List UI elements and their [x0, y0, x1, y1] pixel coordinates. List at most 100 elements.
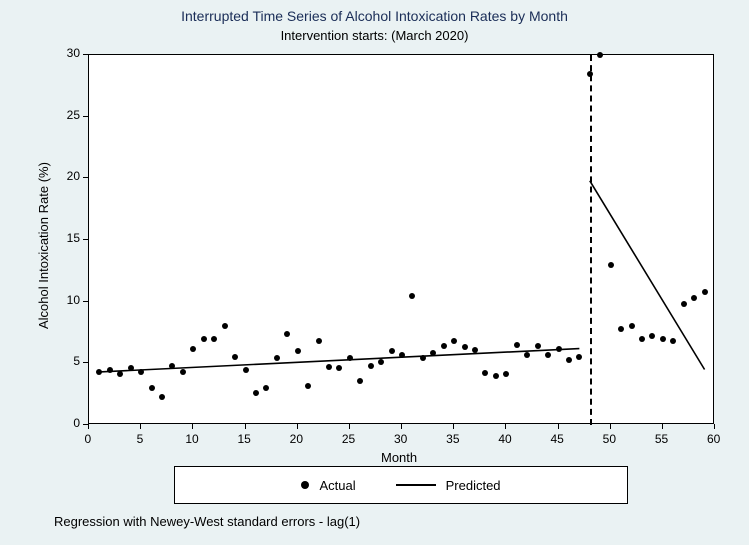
y-tick-label: 25	[67, 108, 80, 122]
data-point	[462, 344, 468, 350]
x-tick-mark	[245, 424, 246, 429]
x-tick-label: 0	[85, 432, 92, 446]
figure-container: Interrupted Time Series of Alcohol Intox…	[0, 0, 749, 545]
data-point	[211, 336, 217, 342]
x-tick-label: 45	[551, 432, 564, 446]
x-tick-label: 30	[394, 432, 407, 446]
data-point	[201, 336, 207, 342]
y-tick-mark	[83, 177, 88, 178]
x-tick-mark	[505, 424, 506, 429]
data-point	[336, 365, 342, 371]
x-tick-label: 35	[446, 432, 459, 446]
legend-label-actual: Actual	[319, 478, 355, 493]
data-point	[482, 370, 488, 376]
data-point	[608, 262, 614, 268]
y-tick-mark	[83, 362, 88, 363]
data-point	[117, 371, 123, 377]
data-point	[180, 369, 186, 375]
data-point	[107, 367, 113, 373]
y-tick-label: 0	[73, 416, 80, 430]
legend-label-predicted: Predicted	[446, 478, 501, 493]
x-tick-mark	[88, 424, 89, 429]
legend-item-predicted: Predicted	[396, 478, 501, 493]
y-tick-label: 5	[73, 354, 80, 368]
data-point	[524, 352, 530, 358]
plot-area	[88, 54, 714, 424]
x-tick-mark	[401, 424, 402, 429]
y-tick-label: 20	[67, 169, 80, 183]
data-point	[222, 323, 228, 329]
x-tick-mark	[662, 424, 663, 429]
x-tick-label: 10	[185, 432, 198, 446]
data-point	[493, 373, 499, 379]
legend-item-actual: Actual	[301, 478, 355, 493]
data-point	[274, 355, 280, 361]
x-tick-mark	[610, 424, 611, 429]
chart-subtitle: Intervention starts: (March 2020)	[0, 28, 749, 43]
data-point	[472, 347, 478, 353]
data-point	[587, 71, 593, 77]
x-tick-label: 55	[655, 432, 668, 446]
data-point	[295, 348, 301, 354]
data-point	[169, 363, 175, 369]
chart-footnote: Regression with Newey-West standard erro…	[54, 514, 360, 529]
x-axis-label: Month	[381, 450, 417, 465]
data-point	[128, 365, 134, 371]
legend: Actual Predicted	[174, 466, 628, 504]
data-point	[316, 338, 322, 344]
data-point	[649, 333, 655, 339]
y-axis-label: Alcohol Intoxication Rate (%)	[36, 162, 51, 329]
x-tick-label: 5	[137, 432, 144, 446]
data-point	[389, 348, 395, 354]
y-tick-mark	[83, 54, 88, 55]
data-point	[430, 350, 436, 356]
x-tick-label: 20	[290, 432, 303, 446]
x-tick-label: 50	[603, 432, 616, 446]
data-point	[556, 346, 562, 352]
data-point	[566, 357, 572, 363]
data-point	[243, 367, 249, 373]
y-tick-mark	[83, 239, 88, 240]
x-tick-mark	[453, 424, 454, 429]
data-point	[597, 52, 603, 58]
title-block: Interrupted Time Series of Alcohol Intox…	[0, 8, 749, 43]
data-point	[253, 390, 259, 396]
y-tick-label: 10	[67, 293, 80, 307]
data-point	[232, 354, 238, 360]
data-point	[691, 295, 697, 301]
x-tick-mark	[558, 424, 559, 429]
data-point	[159, 394, 165, 400]
data-point	[576, 354, 582, 360]
data-point	[409, 293, 415, 299]
data-point	[660, 336, 666, 342]
x-tick-label: 25	[342, 432, 355, 446]
data-point	[399, 352, 405, 358]
data-point	[326, 364, 332, 370]
chart-title: Interrupted Time Series of Alcohol Intox…	[0, 8, 749, 24]
x-tick-label: 15	[238, 432, 251, 446]
data-point	[535, 343, 541, 349]
legend-marker-icon	[301, 481, 309, 489]
y-tick-label: 15	[67, 231, 80, 245]
predicted-segment	[590, 181, 705, 370]
data-point	[347, 355, 353, 361]
x-tick-mark	[140, 424, 141, 429]
data-point	[96, 369, 102, 375]
data-point	[514, 342, 520, 348]
data-point	[368, 363, 374, 369]
data-point	[441, 343, 447, 349]
x-tick-label: 40	[498, 432, 511, 446]
data-point	[190, 346, 196, 352]
data-point	[503, 371, 509, 377]
data-point	[284, 331, 290, 337]
data-point	[138, 369, 144, 375]
data-point	[545, 352, 551, 358]
data-point	[670, 338, 676, 344]
data-point	[420, 355, 426, 361]
data-point	[451, 338, 457, 344]
y-tick-label: 30	[67, 46, 80, 60]
x-tick-mark	[297, 424, 298, 429]
data-point	[305, 383, 311, 389]
x-tick-label: 60	[707, 432, 720, 446]
x-tick-mark	[349, 424, 350, 429]
